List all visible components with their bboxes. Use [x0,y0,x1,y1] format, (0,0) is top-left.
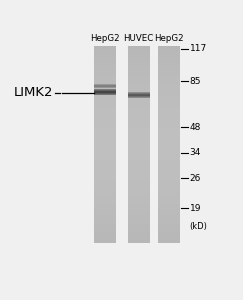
Text: 117: 117 [190,44,207,53]
Text: (kD): (kD) [190,222,207,231]
Text: HUVEC: HUVEC [123,34,154,43]
Text: HepG2: HepG2 [90,34,120,43]
Text: 34: 34 [190,148,201,157]
Text: 85: 85 [190,76,201,85]
Text: 26: 26 [190,174,201,183]
Text: 19: 19 [190,204,201,213]
Text: LIMK2: LIMK2 [13,86,53,99]
Text: HepG2: HepG2 [154,34,184,43]
Text: 48: 48 [190,123,201,132]
